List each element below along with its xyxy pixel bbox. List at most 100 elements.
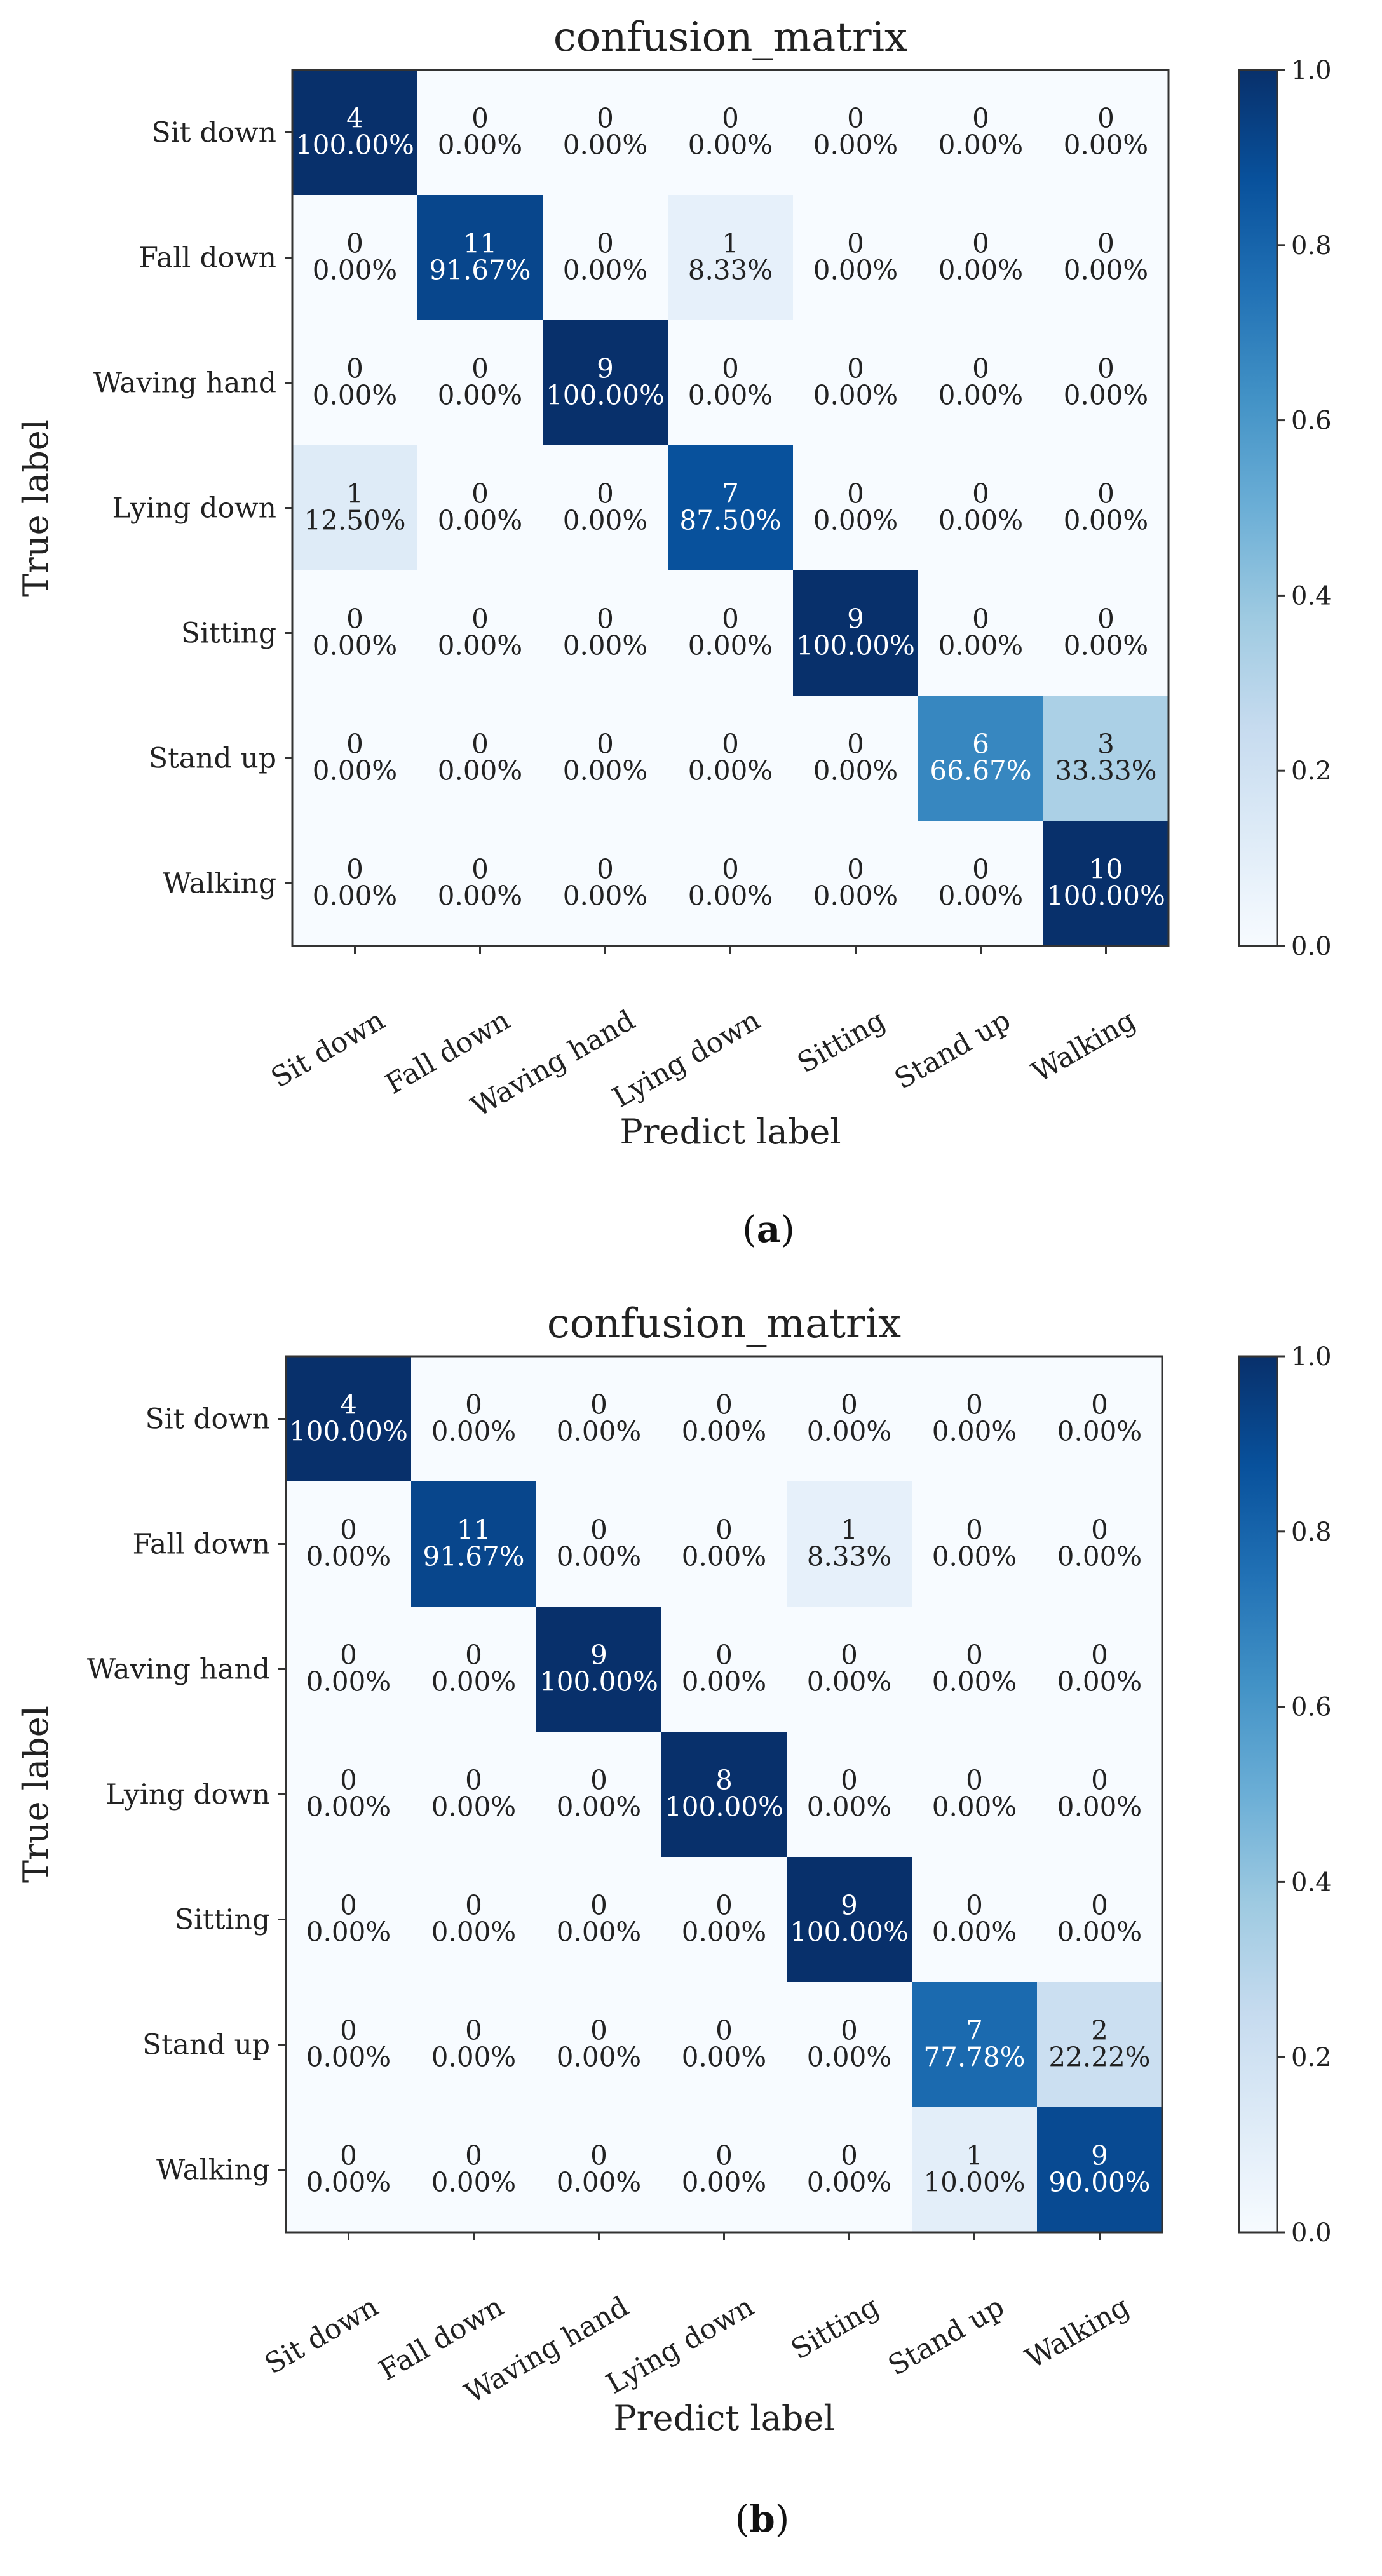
x-tick-label: Stand up [889,1004,1016,1096]
cell-count-label: 9 [841,1890,858,1921]
cell-percent-label: 100.00% [665,1791,783,1823]
cell-count-label: 0 [471,478,489,509]
cell-percent-label: 100.00% [539,1666,658,1697]
cell-percent-label: 0.00% [557,1541,641,1572]
heatmap-cell [918,320,1043,445]
cell-count-label: 0 [1091,1640,1108,1671]
cell-count-label: 0 [847,353,864,384]
cell-percent-label: 0.00% [557,2167,641,2198]
heatmap-cell [668,70,793,195]
heatmap-cell [1037,1481,1162,1607]
cell-percent-label: 0.00% [932,1917,1017,1948]
y-tick-label: Walking [163,868,276,900]
cell-percent-label: 91.67% [423,1541,524,1572]
cell-percent-label: 91.67% [429,255,531,286]
y-tick-label: Stand up [142,2029,270,2061]
cell-percent-label: 0.00% [313,630,397,661]
cell-count-label: 0 [715,1514,733,1546]
heatmap-cell [793,821,918,946]
cell-count-label: 0 [590,1514,607,1546]
colorbar-tick-label: 0.0 [1291,932,1332,961]
cell-count-label: 0 [465,1389,482,1420]
heatmap-cell [1043,195,1169,320]
y-tick-label: Fall down [139,242,276,274]
colorbar-tick-label: 0.4 [1291,581,1332,610]
heatmap-cell [1043,821,1169,946]
heatmap-cell [668,445,793,570]
cell-percent-label: 90.00% [1048,2167,1150,2198]
heatmap-cell [912,2107,1037,2232]
cell-percent-label: 22.22% [1048,2042,1150,2073]
cell-percent-label: 0.00% [1057,1917,1142,1948]
heatmap-cell [292,320,417,445]
caption-close-paren: ) [780,1208,795,1251]
heatmap-cell [793,445,918,570]
x-axis-label: Predict label [620,1112,841,1152]
heatmap-cell [286,1607,411,1732]
cell-percent-label: 0.00% [306,2167,391,2198]
cell-count-label: 11 [457,1514,491,1546]
cell-count-label: 0 [1091,1765,1108,1796]
heatmap-cell [1037,1982,1162,2107]
colorbar-tick-label: 0.8 [1291,231,1332,260]
cell-percent-label: 0.00% [557,1917,641,1948]
cell-count-label: 2 [1091,2015,1108,2046]
cell-count-label: 0 [722,854,739,885]
cell-count-label: 0 [722,604,739,635]
cell-count-label: 9 [597,353,614,384]
caption-letter: a [757,1208,781,1251]
x-tick-label: Sit down [266,1004,390,1094]
cell-count-label: 0 [465,1765,482,1796]
cell-percent-label: 0.00% [438,630,522,661]
cell-count-label: 0 [1097,353,1114,384]
heatmap-cell [912,1356,1037,1481]
cell-percent-label: 0.00% [807,2167,891,2198]
cell-count-label: 9 [590,1640,607,1671]
cell-percent-label: 0.00% [563,630,647,661]
heatmap-cell [912,1982,1037,2107]
y-tick-label: Sit down [145,1403,270,1436]
y-tick-label: Stand up [149,743,276,775]
heatmap-cell [292,821,417,946]
colorbar-tick-label: 1.0 [1291,56,1332,85]
cell-percent-label: 0.00% [938,505,1023,536]
cell-count-label: 0 [340,1765,357,1796]
cell-percent-label: 0.00% [438,505,522,536]
cell-count-label: 0 [715,1890,733,1921]
cell-percent-label: 0.00% [1057,1791,1142,1823]
cell-count-label: 0 [346,353,363,384]
cell-count-label: 0 [966,1765,983,1796]
heatmap-cell [668,320,793,445]
heatmap-cell [787,1607,912,1732]
cell-percent-label: 0.00% [431,1416,516,1447]
cell-count-label: 0 [972,103,989,134]
y-tick-label: Lying down [112,492,276,525]
colorbar-tick-label: 0.6 [1291,1693,1332,1722]
heatmap-cell [918,696,1043,821]
heatmap-cell [411,2107,536,2232]
cell-percent-label: 0.00% [306,2042,391,2073]
confusion-matrix-panel-b: confusion_matrix4100.00%00.00%00.00%00.0… [16,1300,1332,2540]
cell-percent-label: 0.00% [932,1791,1017,1823]
cell-count-label: 0 [340,2140,357,2171]
heatmap-cell [417,320,543,445]
cell-count-label: 9 [847,604,864,635]
cell-count-label: 1 [346,478,363,509]
heatmap-cell [536,1857,661,1982]
cell-count-label: 0 [465,2140,482,2171]
heatmap-cell [543,445,668,570]
heatmap-cell [417,70,543,195]
y-tick-label: Lying down [105,1779,270,1811]
heatmap-cell [536,1481,661,1607]
cell-percent-label: 0.00% [688,380,773,411]
cell-count-label: 0 [966,1389,983,1420]
heatmap-cell [918,570,1043,696]
heatmap-cell [543,570,668,696]
cell-percent-label: 10.00% [923,2167,1025,2198]
cell-percent-label: 0.00% [431,1666,516,1697]
cell-percent-label: 8.33% [807,1541,891,1572]
colorbar-tick-label: 1.0 [1291,1342,1332,1372]
heatmap-cell [292,696,417,821]
heatmap-cell [411,1356,536,1481]
heatmap-cell [1043,696,1169,821]
